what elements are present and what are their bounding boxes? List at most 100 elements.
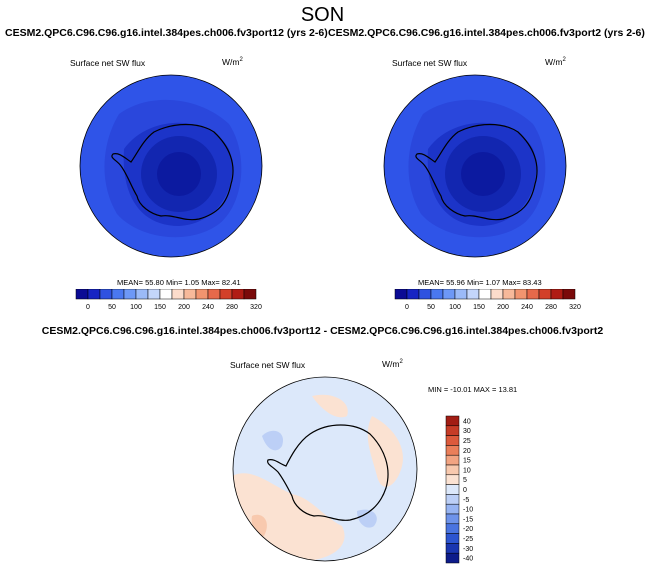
- colorbar-diff-tick-label: -25: [463, 536, 473, 543]
- colorbar-diff: 40 30 25 20 15 10 5 0 -5 -10 -15 -20 -25 -30 -40: [445, 415, 473, 564]
- colorbar-left-swatch: [231, 289, 245, 300]
- colorbar-diff-swatch: [445, 533, 460, 544]
- map-diff-coastline: [267, 424, 389, 521]
- variable-label-left: Surface net SW flux: [70, 58, 146, 68]
- colorbar-left-tick-label: 200: [178, 304, 190, 311]
- colorbar-diff-swatch: [445, 435, 460, 446]
- colorbar-right: 0 50 100 150 200 240 280 320: [394, 289, 581, 311]
- colorbar-right-tick-label: 0: [405, 304, 409, 311]
- map-left-border: [79, 74, 263, 258]
- colorbar-left-swatch: [207, 289, 221, 300]
- colorbar-diff-swatch: [445, 513, 460, 525]
- colorbar-diff-swatch: [445, 503, 460, 515]
- colorbar-diff-tick-label: -15: [463, 516, 473, 523]
- colorbar-right-swatch: [526, 289, 540, 300]
- colorbar-diff-tick-label: -30: [463, 546, 473, 553]
- colorbar-diff-swatch: [445, 425, 460, 436]
- colorbar-diff-swatch: [445, 454, 460, 466]
- colorbar-left-tick-label: 0: [86, 304, 90, 311]
- colorbar-diff-swatch: [445, 552, 460, 564]
- colorbar-left-tick-label: 50: [108, 304, 116, 311]
- colorbar-left: 0 50 100 150 200 240 280 320: [75, 289, 262, 311]
- colorbar-diff-tick-label: -5: [463, 497, 469, 504]
- map-right: [383, 74, 567, 258]
- colorbar-diff-tick-label: 25: [463, 438, 471, 445]
- colorbar-right-swatch: [502, 289, 516, 300]
- colorbar-left-swatch: [87, 289, 101, 300]
- colorbar-left-swatch: [183, 289, 197, 300]
- colorbar-right-swatch: [490, 289, 504, 300]
- case-title-left: CESM2.QPC6.C96.C96.g16.intel.384pes.ch00…: [5, 27, 328, 39]
- colorbar-right-swatch: [418, 289, 432, 300]
- colorbar-right-tick-label: 150: [473, 304, 485, 311]
- units-label-left: W/m2: [222, 57, 243, 67]
- colorbar-diff-tick-label: 30: [463, 428, 471, 435]
- colorbar-diff-tick-label: 0: [463, 487, 467, 494]
- diff-title: CESM2.QPC6.C96.C96.g16.intel.384pes.ch00…: [41, 325, 604, 337]
- variable-label-right: Surface net SW flux: [392, 58, 468, 68]
- map-diff-border: [232, 376, 418, 562]
- colorbar-right-tick-label: 240: [521, 304, 533, 311]
- colorbar-right-swatch: [514, 289, 528, 300]
- map-diff-positive-region-2: [367, 416, 403, 487]
- map-diff-positive-region-3: [312, 394, 348, 418]
- colorbar-right-tick-label: 100: [449, 304, 461, 311]
- colorbar-diff-swatch: [445, 474, 460, 485]
- colorbar-right-swatch: [466, 289, 480, 300]
- colorbar-right-tick-label: 320: [569, 304, 581, 311]
- diff-stats: MIN = -10.01 MAX = 13.81: [428, 385, 518, 394]
- colorbar-diff-tick-label: 15: [463, 458, 471, 465]
- colorbar-diff-swatch: [445, 464, 460, 476]
- colorbar-left-swatch: [111, 289, 125, 300]
- colorbar-diff-tick-label: 5: [463, 477, 467, 484]
- colorbar-diff-tick-label: -20: [463, 526, 473, 533]
- colorbar-right-swatch: [478, 289, 492, 300]
- colorbar-left-swatch: [135, 289, 149, 300]
- colorbar-left-swatch: [99, 289, 113, 300]
- map-right-border: [383, 74, 567, 258]
- colorbar-left-swatch: [75, 289, 89, 300]
- colorbar-left-tick-label: 280: [226, 304, 238, 311]
- colorbar-diff-tick-label: 20: [463, 448, 471, 455]
- page-title: SON: [300, 4, 345, 26]
- colorbar-right-swatch: [550, 289, 564, 300]
- map-right-coastline: [415, 123, 538, 221]
- colorbar-right-swatch: [538, 289, 552, 300]
- map-diff: [232, 376, 418, 562]
- diff-variable-label: Surface net SW flux: [230, 360, 306, 370]
- colorbar-diff-swatch: [445, 415, 460, 427]
- colorbar-left-swatch: [243, 289, 257, 300]
- colorbar-diff-tick-label: 10: [463, 467, 471, 474]
- colorbar-right-tick-label: 200: [497, 304, 509, 311]
- colorbar-diff-swatch: [445, 523, 460, 534]
- colorbar-left-swatch: [147, 289, 161, 300]
- diff-units-label: W/m2: [382, 359, 403, 369]
- stats-right: MEAN= 55.96 Min= 1.07 Max= 83.43: [418, 278, 542, 287]
- colorbar-right-tick-label: 280: [545, 304, 557, 311]
- colorbar-left-swatch: [159, 289, 173, 300]
- case-title-right: CESM2.QPC6.C96.C96.g16.intel.384pes.ch00…: [328, 27, 645, 39]
- colorbar-diff-tick-label: -40: [463, 556, 473, 563]
- colorbar-right-swatch: [442, 289, 456, 300]
- colorbar-diff-swatch: [445, 445, 460, 456]
- colorbar-right-swatch: [406, 289, 420, 300]
- colorbar-left-tick-label: 320: [250, 304, 262, 311]
- colorbar-diff-tick-label: -10: [463, 507, 473, 514]
- map-diff-negative-region-2: [357, 509, 377, 528]
- colorbar-left-swatch: [171, 289, 185, 300]
- colorbar-left-tick-label: 100: [130, 304, 142, 311]
- map-left-polar-center: [157, 152, 201, 196]
- colorbar-right-swatch: [562, 289, 576, 300]
- map-left: [79, 74, 263, 258]
- colorbar-diff-swatch: [445, 494, 460, 505]
- units-label-right: W/m2: [545, 57, 566, 67]
- colorbar-right-swatch: [454, 289, 468, 300]
- colorbar-right-swatch: [430, 289, 444, 300]
- colorbar-diff-swatch: [445, 484, 460, 495]
- colorbar-right-tick-label: 50: [427, 304, 435, 311]
- colorbar-left-swatch: [219, 289, 233, 300]
- colorbar-left-tick-label: 150: [154, 304, 166, 311]
- map-left-coastline: [111, 123, 234, 221]
- colorbar-left-tick-label: 240: [202, 304, 214, 311]
- stats-left: MEAN= 55.80 Min= 1.05 Max= 82.41: [117, 278, 241, 287]
